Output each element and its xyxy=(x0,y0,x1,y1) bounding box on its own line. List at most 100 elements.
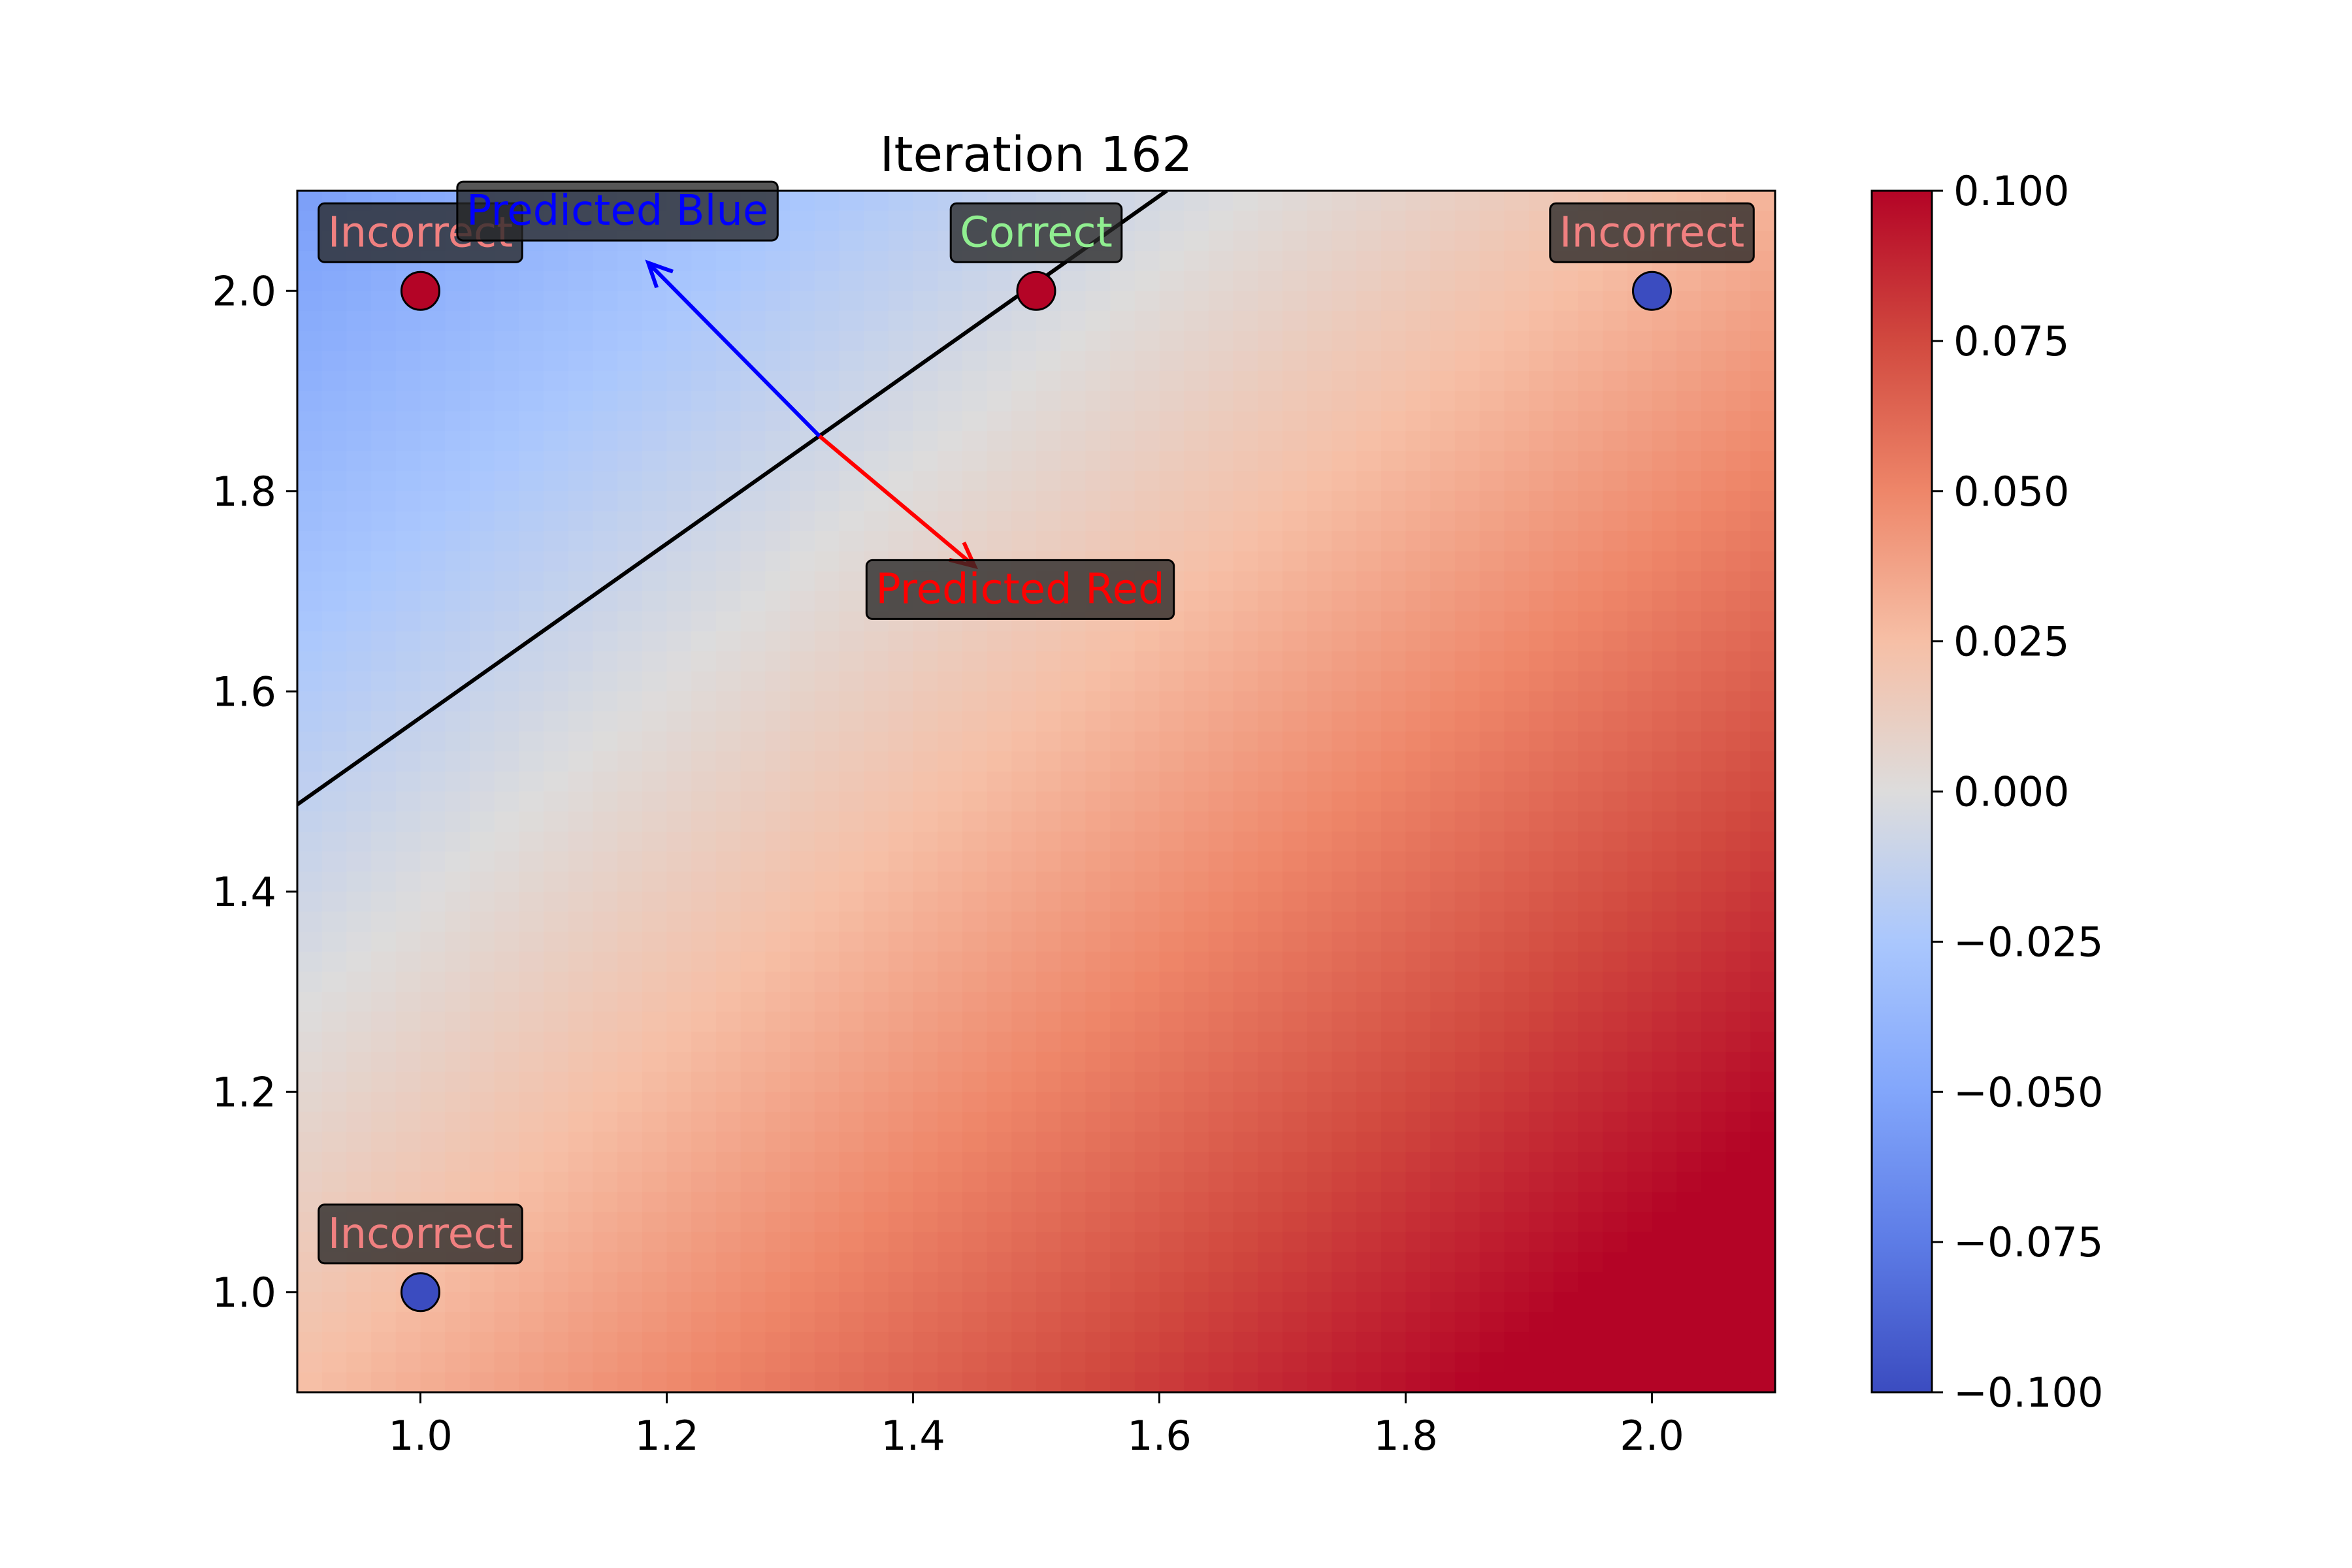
heatmap-cell xyxy=(666,1272,693,1293)
heatmap-cell xyxy=(1725,771,1752,792)
heatmap-cell xyxy=(765,972,791,992)
heatmap-cell xyxy=(765,370,791,392)
heatmap-cell xyxy=(888,471,914,492)
heatmap-cell xyxy=(1331,291,1358,312)
heatmap-cell xyxy=(666,611,693,632)
heatmap-cell xyxy=(814,731,840,753)
heatmap-cell xyxy=(1553,451,1579,472)
heatmap-cell xyxy=(1307,551,1333,572)
heatmap-cell xyxy=(1701,831,1727,853)
heatmap-cell xyxy=(544,771,569,792)
heatmap-cell xyxy=(1356,1232,1382,1253)
heatmap-cell xyxy=(1578,491,1604,512)
heatmap-cell xyxy=(1258,992,1283,1013)
heatmap-cell xyxy=(1405,951,1431,973)
heatmap-cell xyxy=(790,891,815,913)
heatmap-cell xyxy=(642,711,668,732)
heatmap-cell xyxy=(1036,370,1062,392)
heatmap-cell xyxy=(321,771,348,792)
heatmap-cell xyxy=(1110,932,1135,953)
heatmap-cell xyxy=(1258,671,1283,693)
heatmap-cell xyxy=(790,551,815,572)
heatmap-cell xyxy=(814,1352,840,1373)
heatmap-cell xyxy=(519,992,544,1013)
heatmap-cell xyxy=(1479,771,1505,792)
heatmap-cell xyxy=(445,1132,470,1153)
heatmap-cell xyxy=(519,1312,544,1333)
heatmap-cell xyxy=(1454,491,1480,512)
heatmap-cell xyxy=(1331,972,1358,992)
heatmap-cell xyxy=(740,431,766,452)
heatmap-cell xyxy=(617,270,643,292)
heatmap-cell xyxy=(666,651,693,672)
heatmap-cell xyxy=(445,471,470,492)
heatmap-cell xyxy=(1627,1352,1653,1373)
heatmap-cell xyxy=(371,551,397,572)
heatmap-cell xyxy=(814,811,840,832)
heatmap-cell xyxy=(1676,831,1702,853)
heatmap-cell xyxy=(544,911,569,933)
heatmap-cell xyxy=(445,811,470,832)
heatmap-cell xyxy=(888,250,914,272)
heatmap-cell xyxy=(568,471,594,492)
heatmap-cell xyxy=(1282,1272,1308,1293)
heatmap-cell xyxy=(1676,1051,1702,1073)
heatmap-cell xyxy=(666,1312,693,1333)
heatmap-cell xyxy=(1184,531,1209,552)
heatmap-cell xyxy=(617,591,643,612)
heatmap-cell xyxy=(1529,1152,1554,1173)
heatmap-cell xyxy=(1652,751,1678,772)
heatmap-cell xyxy=(1356,391,1382,412)
heatmap-cell xyxy=(1405,711,1431,732)
heatmap-cell xyxy=(1603,1171,1628,1193)
heatmap-cell xyxy=(1356,631,1382,652)
heatmap-cell xyxy=(987,1071,1013,1093)
heatmap-cell xyxy=(1750,1192,1775,1213)
heatmap-cell xyxy=(1750,1232,1775,1253)
heatmap-cell xyxy=(839,751,865,772)
heatmap-cell xyxy=(1331,591,1358,612)
heatmap-cell xyxy=(568,851,594,873)
heatmap-cell xyxy=(1454,911,1480,933)
heatmap-cell xyxy=(1380,731,1407,753)
heatmap-cell xyxy=(297,671,323,693)
heatmap-cell xyxy=(839,671,865,693)
heatmap-cell xyxy=(1676,1372,1702,1392)
heatmap-cell xyxy=(1454,571,1480,592)
heatmap-cell xyxy=(1085,431,1111,452)
heatmap-cell xyxy=(1060,531,1086,552)
heatmap-cell xyxy=(395,411,421,432)
heatmap-cell xyxy=(1356,1051,1382,1073)
heatmap-cell xyxy=(740,1132,766,1153)
heatmap-cell xyxy=(1258,491,1283,512)
heatmap-cell xyxy=(814,751,840,772)
heatmap-cell xyxy=(1430,331,1456,352)
heatmap-cell xyxy=(1627,611,1653,632)
heatmap-cell xyxy=(1529,791,1554,813)
heatmap-cell xyxy=(1184,391,1209,412)
heatmap-cell xyxy=(1405,331,1431,352)
heatmap-cell xyxy=(519,591,544,612)
heatmap-cell xyxy=(1676,932,1702,953)
heatmap-cell xyxy=(1553,1192,1579,1213)
heatmap-cell xyxy=(765,751,791,772)
heatmap-cell xyxy=(1184,191,1209,212)
heatmap-cell xyxy=(568,932,594,953)
heatmap-cell xyxy=(568,491,594,512)
heatmap-cell xyxy=(1208,511,1234,532)
heatmap-cell xyxy=(987,1332,1013,1353)
y-tick-label: 1.0 xyxy=(212,1269,276,1316)
heatmap-cell xyxy=(913,1212,939,1233)
heatmap-cell xyxy=(715,571,742,592)
heatmap-cell xyxy=(1578,631,1604,652)
heatmap-cell xyxy=(987,972,1013,992)
heatmap-cell xyxy=(765,1011,791,1033)
heatmap-cell xyxy=(1184,291,1209,312)
heatmap-cell xyxy=(691,951,717,973)
heatmap-cell xyxy=(962,811,988,832)
heatmap-cell xyxy=(1652,911,1678,933)
heatmap-cell xyxy=(1529,331,1554,352)
heatmap-cell xyxy=(839,571,865,592)
heatmap-cell xyxy=(544,411,569,432)
heatmap-cell xyxy=(691,891,717,913)
